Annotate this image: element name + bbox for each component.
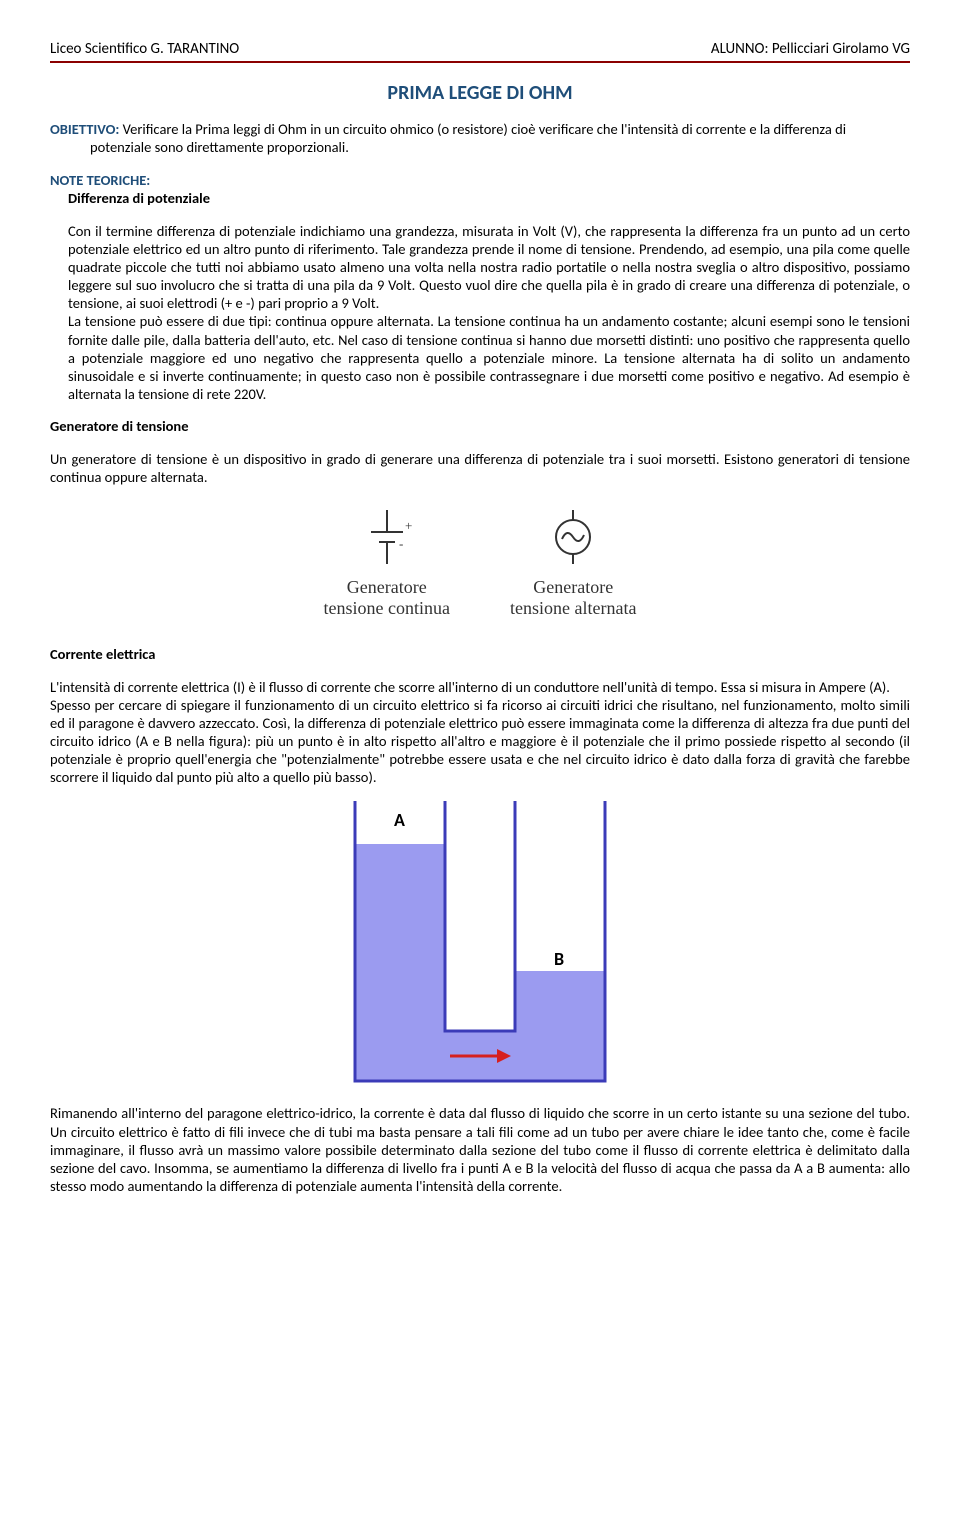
- plus-sign: +: [405, 518, 412, 533]
- ac-label-line1: Generatore: [533, 577, 613, 597]
- corrente-heading: Corrente elettrica: [50, 645, 910, 663]
- objective-label: OBIETTIVO:: [50, 120, 119, 138]
- svg-text:B: B: [554, 948, 564, 970]
- objective-block: OBIETTIVO: Verificare la Prima leggi di …: [50, 120, 910, 156]
- dc-label: Generatore tensione continua: [324, 577, 450, 620]
- notes-label: NOTE TEORICHE:: [50, 171, 910, 189]
- dc-label-line2: tensione continua: [324, 598, 450, 618]
- ac-label: Generatore tensione alternata: [510, 577, 636, 620]
- ac-label-line2: tensione alternata: [510, 598, 636, 618]
- ac-generator-icon: [543, 506, 603, 571]
- page-title: PRIMA LEGGE DI OHM: [50, 81, 910, 106]
- header-underline: [50, 61, 910, 63]
- diffpot-heading: Differenza di potenziale: [50, 189, 910, 207]
- objective-text: OBIETTIVO: Verificare la Prima leggi di …: [50, 120, 910, 156]
- dc-generator-icon: + -: [357, 506, 417, 571]
- objective-body: Verificare la Prima leggi di Ohm in un c…: [90, 120, 846, 156]
- dc-label-line1: Generatore: [347, 577, 427, 597]
- dc-generator-block: + - Generatore tensione continua: [324, 506, 450, 620]
- header-left: Liceo Scientifico G. TARANTINO: [50, 40, 239, 59]
- diffpot-para2: La tensione può essere di due tipi: cont…: [50, 312, 910, 403]
- gen-para: Un generatore di tensione è un dispositi…: [50, 450, 910, 486]
- generator-figure: + - Generatore tensione continua Generat…: [50, 506, 910, 620]
- communicating-vessels-icon: AB: [350, 796, 610, 1086]
- minus-sign: -: [399, 536, 403, 551]
- page-header: Liceo Scientifico G. TARANTINO ALUNNO: P…: [50, 40, 910, 59]
- closing-para: Rimanendo all'interno del paragone elett…: [50, 1104, 910, 1195]
- diffpot-para1: Con il termine differenza di potenziale …: [50, 222, 910, 313]
- gen-heading: Generatore di tensione: [50, 417, 910, 435]
- corrente-para1: L'intensità di corrente elettrica (I) è …: [50, 678, 910, 696]
- vessel-figure: AB: [50, 796, 910, 1086]
- ac-generator-block: Generatore tensione alternata: [510, 506, 636, 620]
- header-right: ALUNNO: Pellicciari Girolamo VG: [711, 40, 910, 59]
- svg-text:A: A: [394, 809, 405, 831]
- corrente-para2: Spesso per cercare di spiegare il funzio…: [50, 696, 910, 787]
